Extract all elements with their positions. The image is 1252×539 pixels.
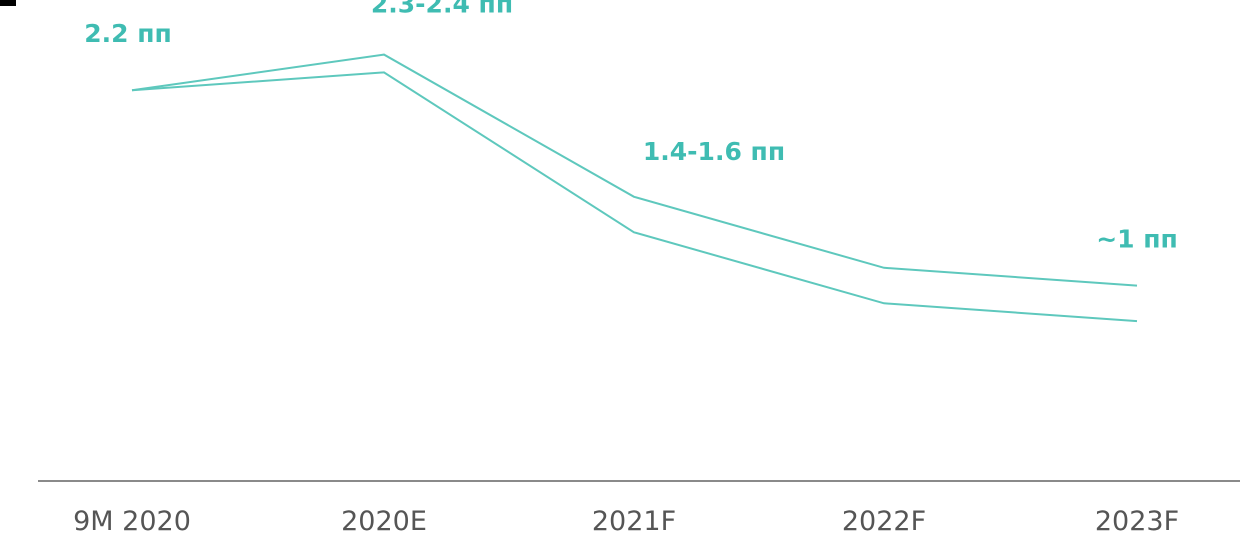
series-line-upper	[131, 53, 1138, 287]
data-label: ~1 пп	[1096, 225, 1178, 254]
x-tick-label: 2022F	[842, 506, 926, 537]
x-tick-label: 2023F	[1095, 506, 1179, 537]
data-label: 2.2 пп	[84, 19, 172, 48]
x-tick-label: 2020E	[341, 506, 427, 537]
series-group	[131, 53, 1138, 323]
data-label: 2.3-2.4 пп	[371, 0, 513, 19]
x-tick-label: 2021F	[592, 506, 676, 537]
x-tick-labels: 9M 2020 2020E 2021F 2022F 2023F	[73, 506, 1179, 537]
series-line-lower	[131, 71, 1138, 323]
data-labels: 2.2 пп 2.3-2.4 пп 1.4-1.6 пп ~1 пп	[84, 0, 1178, 254]
corner-mark	[0, 0, 16, 6]
data-label: 1.4-1.6 пп	[643, 137, 785, 166]
x-tick-label: 9M 2020	[73, 506, 191, 537]
